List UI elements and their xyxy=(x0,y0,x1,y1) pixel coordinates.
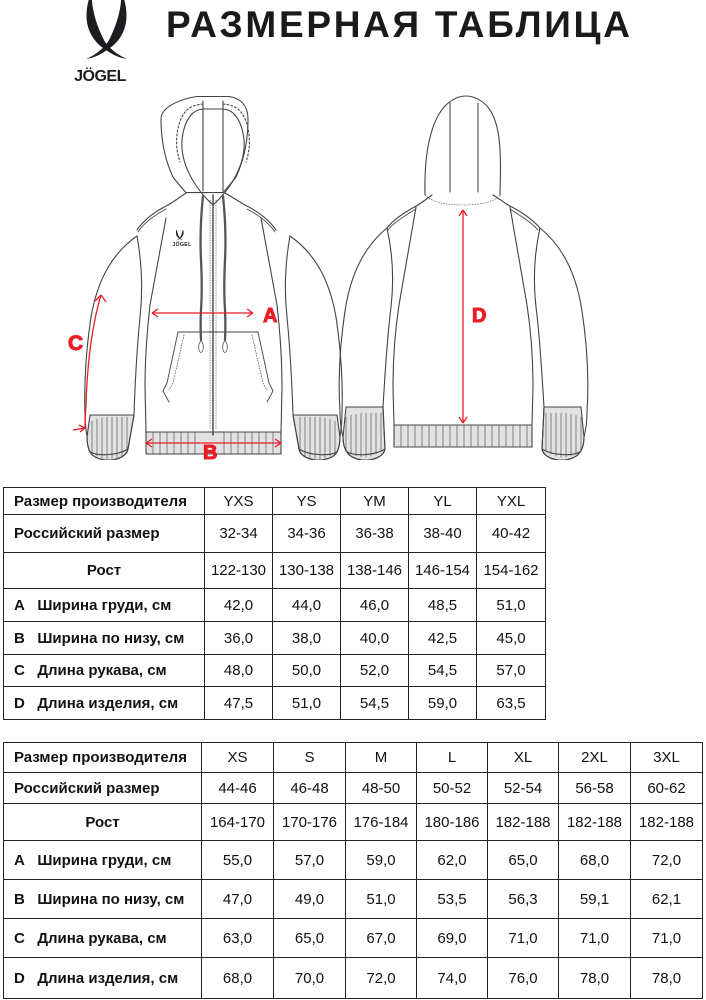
svg-text:A: A xyxy=(263,305,277,327)
svg-text:C: C xyxy=(68,332,83,355)
svg-text:D: D xyxy=(472,305,486,327)
svg-text:B: B xyxy=(203,442,217,460)
svg-text:JÖGEL: JÖGEL xyxy=(172,241,192,248)
